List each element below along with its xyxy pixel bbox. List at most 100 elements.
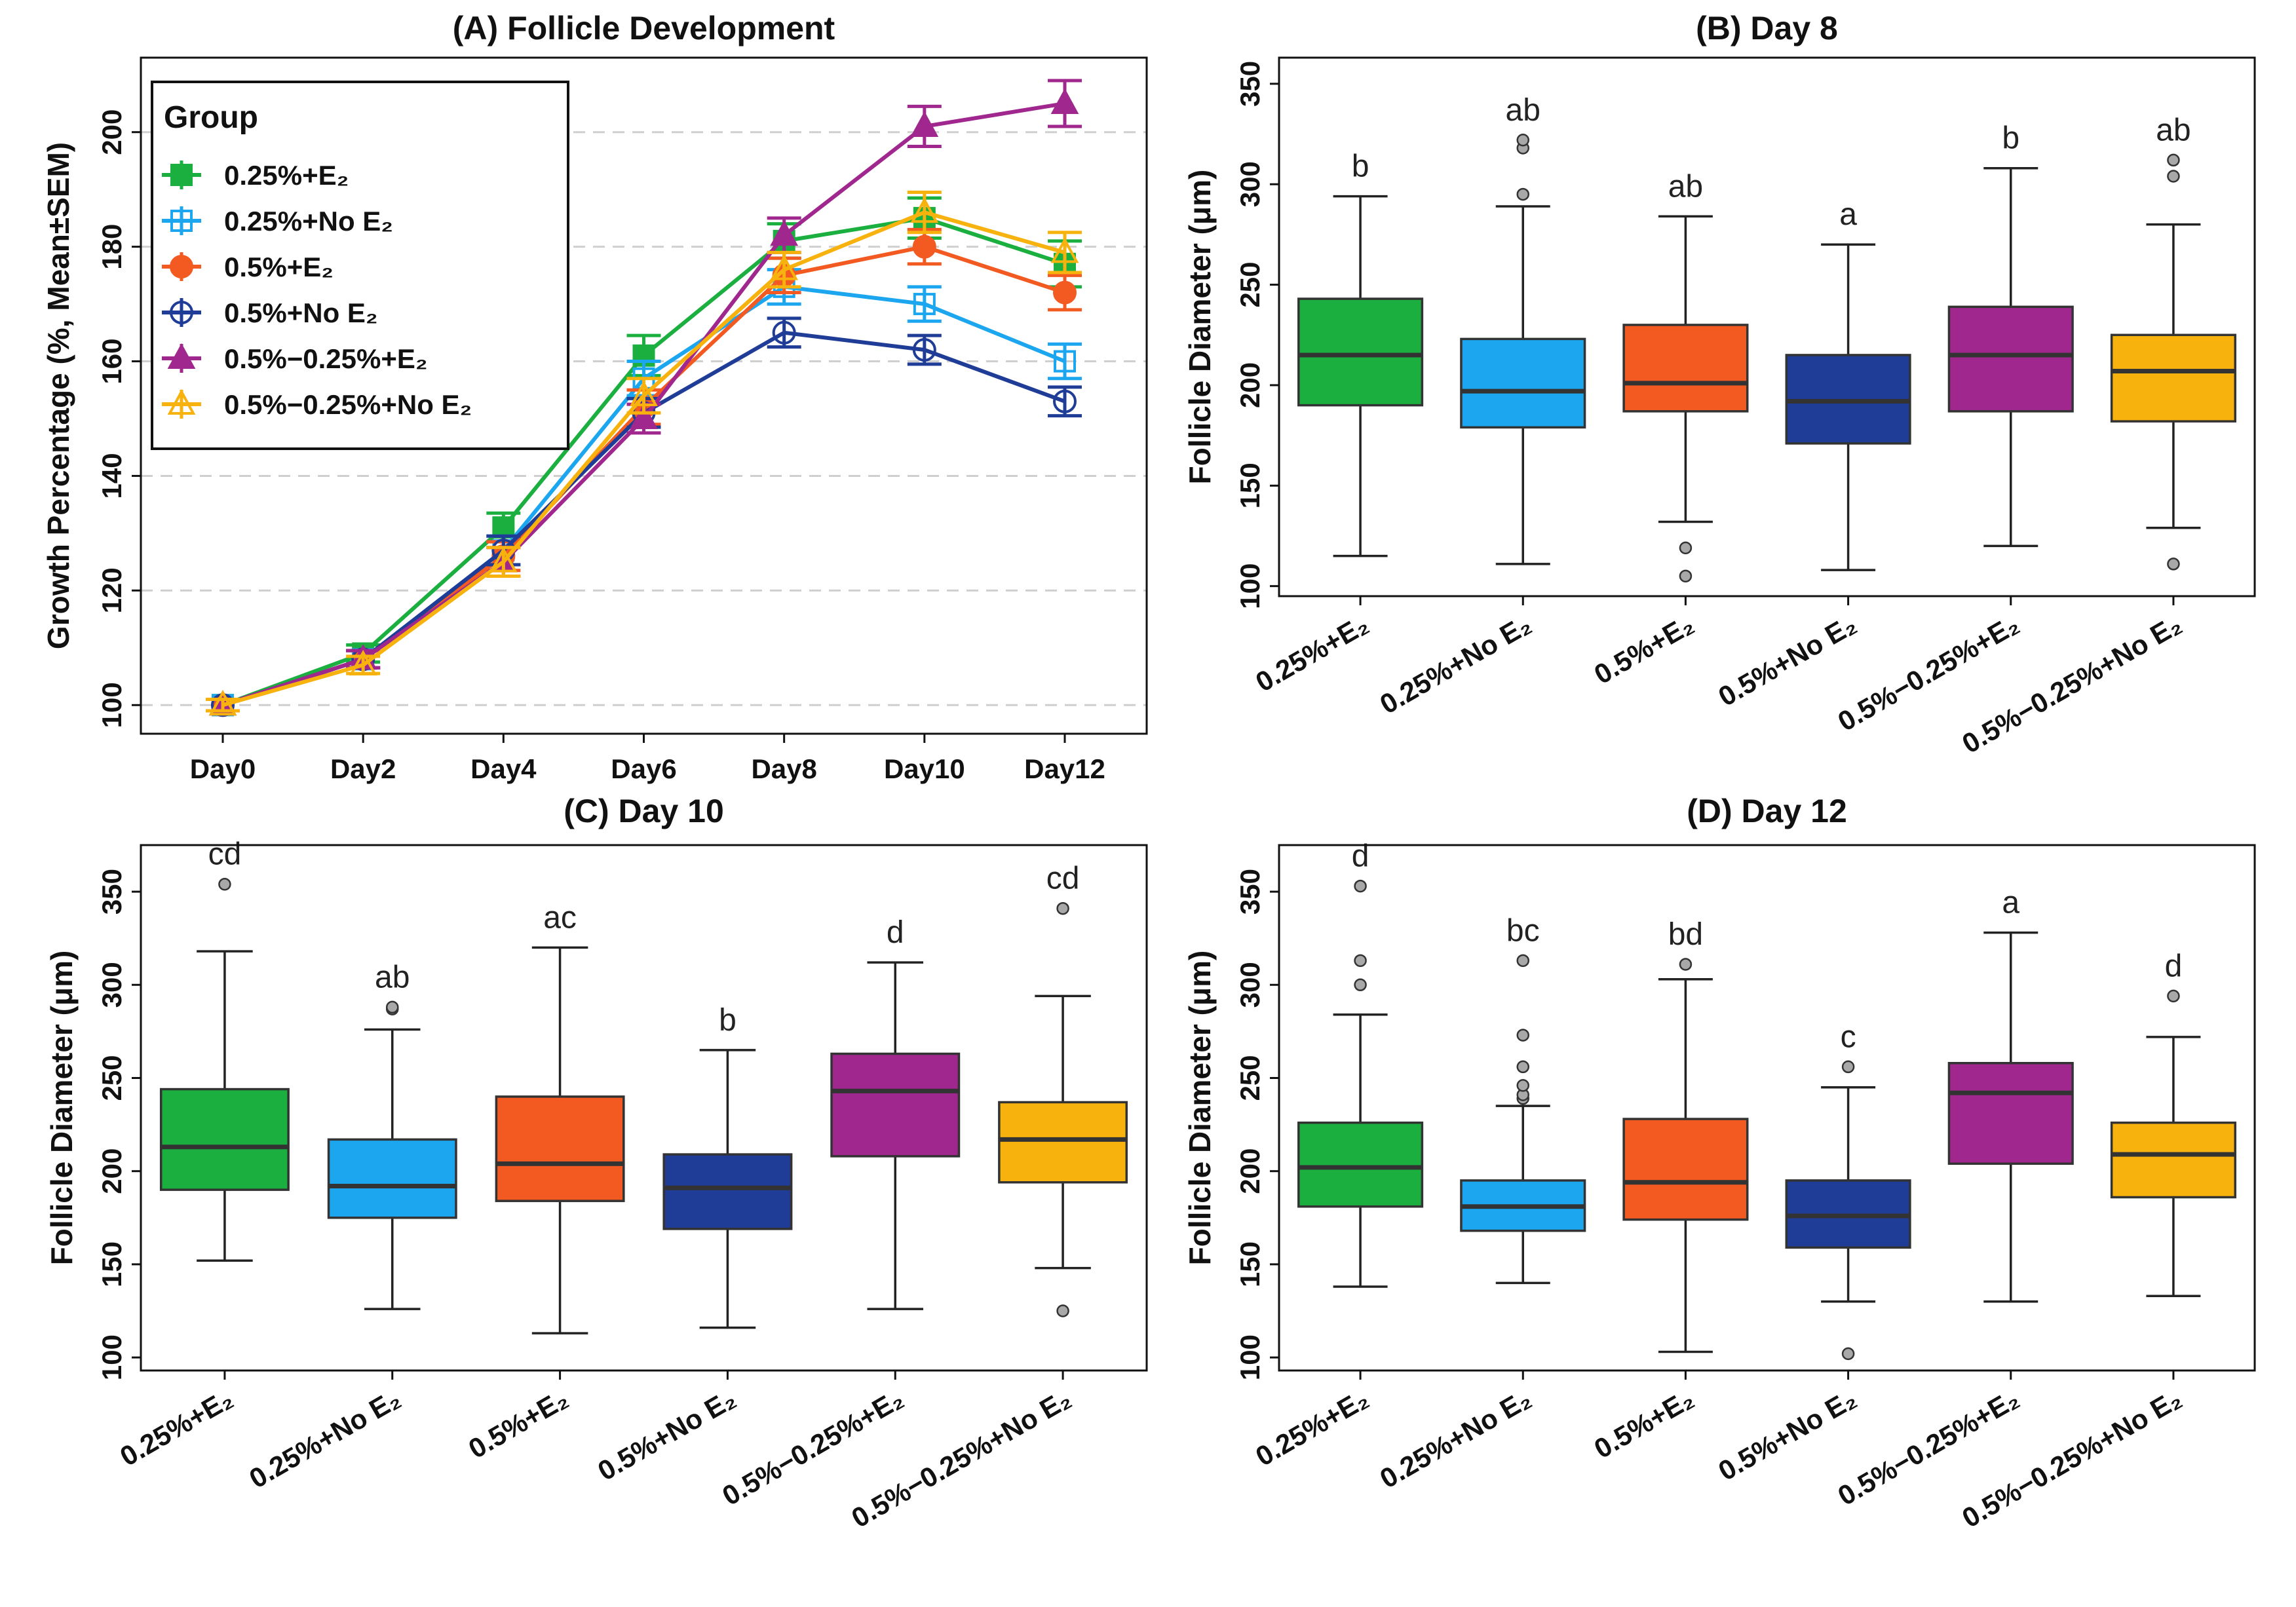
significance-letter: ab bbox=[375, 960, 410, 994]
significance-letter: d bbox=[2165, 949, 2183, 983]
box-0: cd bbox=[159, 837, 290, 1262]
legend-box bbox=[151, 81, 569, 450]
legend-key-marker bbox=[170, 301, 193, 324]
legend-key-marker bbox=[167, 388, 196, 415]
data-point-marker bbox=[912, 338, 936, 362]
legend-item-4: 0.5%−0.25%+E₂ bbox=[162, 343, 428, 374]
box-3: a bbox=[1785, 197, 1911, 571]
data-point-marker bbox=[910, 197, 939, 223]
box-5: d bbox=[2110, 949, 2236, 1297]
box-body bbox=[2110, 1122, 2236, 1199]
significance-letter: bc bbox=[1506, 913, 1540, 948]
y-tick-label-c-0: 100 bbox=[96, 1334, 127, 1380]
box-2: ac bbox=[495, 900, 625, 1334]
significance-letter: b bbox=[719, 1003, 737, 1038]
y-tick-label-c-1: 150 bbox=[96, 1241, 127, 1287]
outlier-point bbox=[1056, 1304, 1069, 1317]
significance-letter: ab bbox=[1668, 169, 1703, 204]
y-tick-label-d-1: 150 bbox=[1234, 1241, 1265, 1287]
box-0: b bbox=[1297, 149, 1424, 558]
y-tick-label-b-4: 300 bbox=[1234, 161, 1265, 207]
legend-key-marker bbox=[170, 164, 193, 186]
legend-key-marker bbox=[170, 210, 193, 232]
box-body bbox=[1622, 324, 1749, 413]
panel-a-title: (A) Follicle Development bbox=[453, 10, 835, 47]
box-body bbox=[2110, 333, 2236, 423]
significance-letter: a bbox=[1839, 197, 1857, 232]
x-tick-label-a-4: Day8 bbox=[751, 753, 816, 784]
box-5: cd bbox=[998, 861, 1128, 1317]
x-tick-label-a-0: Day0 bbox=[190, 753, 256, 784]
legend-item-0: 0.25%+E₂ bbox=[162, 160, 349, 191]
y-tick-label-d-4: 300 bbox=[1234, 962, 1265, 1008]
box-4: b bbox=[1947, 121, 2074, 548]
y-tick-label-b-1: 150 bbox=[1234, 463, 1265, 508]
y-tick-label-c-2: 200 bbox=[96, 1148, 127, 1194]
box-2: ab bbox=[1622, 169, 1749, 583]
outlier-point bbox=[2167, 170, 2180, 183]
outlier-point bbox=[1516, 1079, 1529, 1092]
y-tick-label-d-0: 100 bbox=[1234, 1334, 1265, 1380]
data-point-marker bbox=[208, 690, 237, 716]
legend-key-marker bbox=[167, 343, 196, 369]
x-tick-label-a-1: Day2 bbox=[330, 753, 396, 784]
outlier-point bbox=[1516, 187, 1529, 201]
outlier-point bbox=[1841, 1060, 1855, 1074]
panel-d-title: (D) Day 12 bbox=[1687, 793, 1847, 829]
y-tick-label-b-3: 250 bbox=[1234, 262, 1265, 308]
legend: Group 0.25%+E₂ 0.25%+No E₂ 0.5%+E₂ 0.5%+No E… bbox=[151, 81, 569, 450]
legend-label: 0.25%+E₂ bbox=[224, 160, 349, 191]
data-point-marker bbox=[492, 516, 515, 539]
outlier-point bbox=[2167, 989, 2180, 1003]
y-tick-label-c-5: 350 bbox=[96, 869, 127, 915]
panel-b-frame bbox=[1278, 56, 2256, 597]
y-tick-label-a-3: 160 bbox=[96, 338, 127, 384]
outlier-point bbox=[386, 1000, 399, 1014]
y-tick-label-b-2: 200 bbox=[1234, 362, 1265, 408]
legend-item-5: 0.5%−0.25%+No E₂ bbox=[162, 388, 472, 420]
legend-item-3: 0.5%+No E₂ bbox=[162, 297, 378, 328]
significance-letter: b bbox=[1352, 149, 1369, 184]
outlier-point bbox=[1516, 954, 1529, 968]
box-3: b bbox=[662, 1003, 793, 1329]
outlier-point bbox=[1516, 1060, 1529, 1074]
box-4: a bbox=[1947, 886, 2074, 1303]
significance-letter: bd bbox=[1668, 917, 1703, 952]
significance-letter: ab bbox=[2156, 113, 2191, 147]
significance-letter: cd bbox=[208, 837, 242, 872]
significance-letter: cd bbox=[1046, 861, 1080, 896]
y-tick-label-a-2: 140 bbox=[96, 453, 127, 499]
y-tick-label-c-3: 250 bbox=[96, 1055, 127, 1101]
y-tick-label-d-3: 250 bbox=[1234, 1055, 1265, 1101]
y-tick-label-b-5: 350 bbox=[1234, 61, 1265, 107]
box-body bbox=[998, 1101, 1128, 1184]
box-5: ab bbox=[2110, 113, 2236, 571]
data-point-marker bbox=[913, 293, 936, 316]
significance-letter: ab bbox=[1506, 93, 1540, 128]
y-tick-label-a-0: 100 bbox=[96, 682, 127, 728]
box-body bbox=[159, 1087, 290, 1191]
box-body bbox=[495, 1095, 625, 1202]
significance-letter: a bbox=[2002, 886, 2019, 920]
box-body bbox=[1947, 305, 2074, 413]
y-tick-label-c-4: 300 bbox=[96, 962, 127, 1008]
data-point-marker bbox=[489, 546, 518, 573]
outlier-point bbox=[1679, 569, 1693, 583]
data-point-marker bbox=[349, 649, 377, 676]
box-body bbox=[830, 1052, 961, 1158]
data-point-marker bbox=[630, 380, 658, 406]
panel-c-frame bbox=[140, 844, 1148, 1372]
panel-b-title: (B) Day 8 bbox=[1696, 10, 1838, 47]
y-tick-label-a-1: 120 bbox=[96, 567, 127, 613]
panel-c-y-axis-label: Follicle Diameter (μm) bbox=[45, 951, 79, 1266]
panel-d-frame bbox=[1278, 844, 2256, 1372]
box-body bbox=[1460, 337, 1586, 429]
box-4: d bbox=[830, 915, 961, 1310]
box-body bbox=[1297, 297, 1424, 407]
legend-label: 0.25%+No E₂ bbox=[224, 206, 393, 236]
y-tick-label-d-5: 350 bbox=[1234, 869, 1265, 915]
box-1: bc bbox=[1460, 913, 1586, 1285]
panel-a-line-chart: (A) Follicle Development 100 120 140 160 180 2… bbox=[41, 10, 1148, 784]
outlier-point bbox=[1679, 958, 1693, 971]
